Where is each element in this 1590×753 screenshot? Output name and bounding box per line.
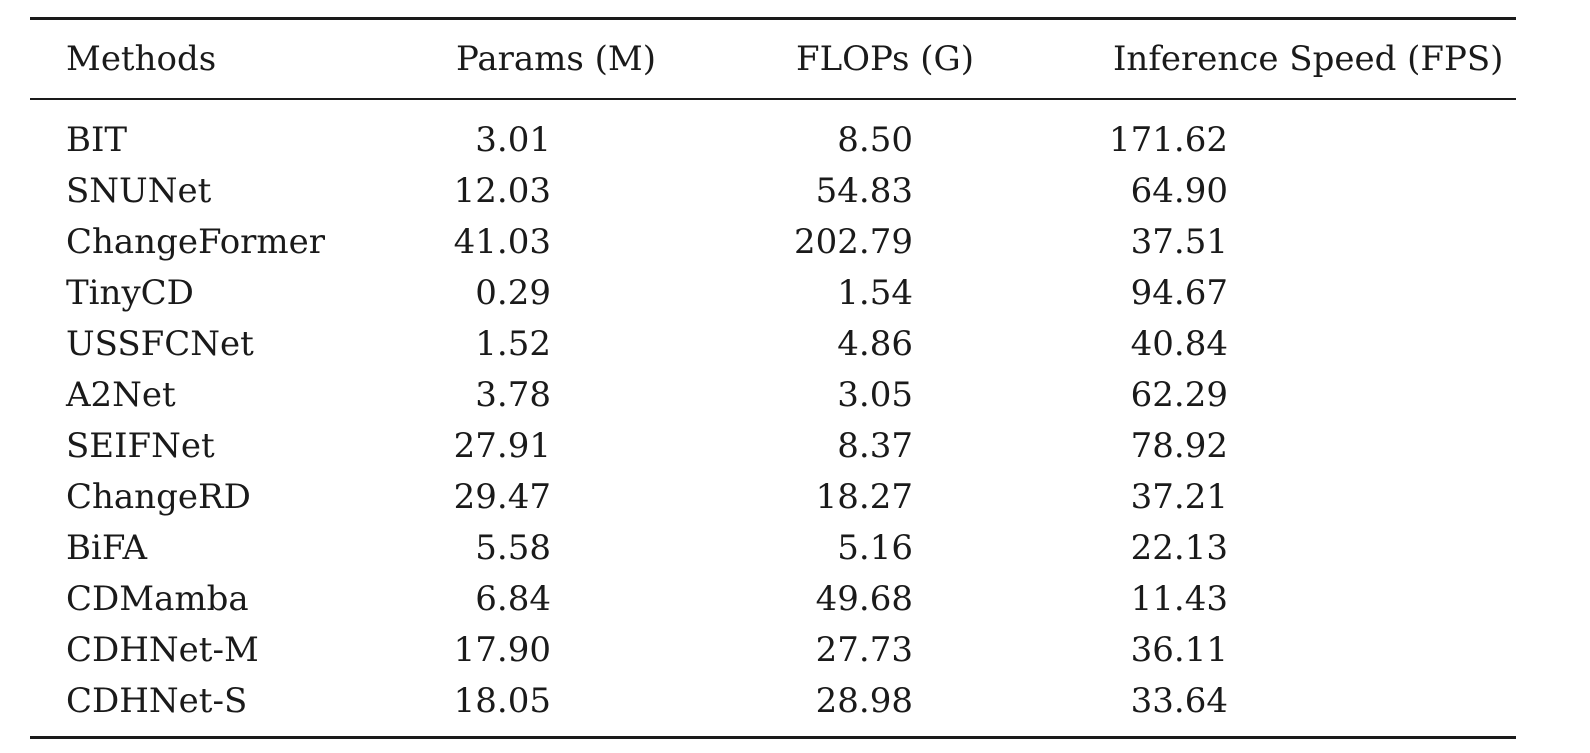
table-row: TinyCD 0.29 1.54 94.67 — [30, 267, 1516, 318]
params-cell: 1.52 — [475, 323, 551, 364]
speed-cell: 62.29 — [1130, 374, 1228, 415]
table-row: CDMamba 6.84 49.68 11.43 — [30, 573, 1516, 624]
params-cell: 27.91 — [453, 425, 551, 466]
header-rule — [30, 98, 1516, 100]
params-cell: 6.84 — [475, 578, 551, 619]
table-row: BiFA 5.58 5.16 22.13 — [30, 522, 1516, 573]
table-body: BIT 3.01 8.50 171.62 SNUNet 12.03 54.83 64.90 Ch… — [30, 114, 1516, 726]
flops-cell: 3.05 — [837, 374, 913, 415]
params-cell: 18.05 — [453, 680, 551, 721]
params-cell: 0.29 — [475, 272, 551, 313]
method-cell: ChangeRD — [66, 476, 251, 517]
table-header-row: Methods Params (M) FLOPs (G) Inference S… — [30, 20, 1516, 98]
method-cell: CDHNet-S — [66, 680, 248, 721]
params-cell: 3.01 — [475, 119, 551, 160]
table-row: CDHNet-M 17.90 27.73 36.11 — [30, 624, 1516, 675]
flops-cell: 4.86 — [837, 323, 913, 364]
flops-cell: 54.83 — [815, 170, 913, 211]
flops-cell: 5.16 — [837, 527, 913, 568]
table-row: SNUNet 12.03 54.83 64.90 — [30, 165, 1516, 216]
method-cell: CDMamba — [66, 578, 249, 619]
method-cell: ChangeFormer — [66, 221, 326, 262]
flops-cell: 49.68 — [815, 578, 913, 619]
header-methods: Methods — [66, 39, 217, 79]
table-row: SEIFNet 27.91 8.37 78.92 — [30, 420, 1516, 471]
table-row: A2Net 3.78 3.05 62.29 — [30, 369, 1516, 420]
method-cell: BiFA — [66, 527, 148, 568]
speed-cell: 78.92 — [1130, 425, 1228, 466]
method-cell: BIT — [66, 119, 128, 160]
speed-cell: 40.84 — [1130, 323, 1228, 364]
method-cell: A2Net — [66, 374, 176, 415]
method-cell: TinyCD — [66, 272, 194, 313]
table-row: ChangeFormer 41.03 202.79 37.51 — [30, 216, 1516, 267]
params-cell: 3.78 — [475, 374, 551, 415]
params-cell: 5.58 — [475, 527, 551, 568]
flops-cell: 202.79 — [794, 221, 913, 262]
params-cell: 29.47 — [453, 476, 551, 517]
speed-cell: 33.64 — [1130, 680, 1228, 721]
speed-cell: 37.51 — [1130, 221, 1228, 262]
table-row: CDHNet-S 18.05 28.98 33.64 — [30, 675, 1516, 726]
flops-cell: 18.27 — [815, 476, 913, 517]
flops-cell: 28.98 — [815, 680, 913, 721]
speed-cell: 171.62 — [1109, 119, 1228, 160]
params-cell: 41.03 — [453, 221, 551, 262]
method-cell: SNUNet — [66, 170, 212, 211]
table-row: ChangeRD 29.47 18.27 37.21 — [30, 471, 1516, 522]
header-inference-speed: Inference Speed (FPS) — [1113, 39, 1504, 79]
table-row: BIT 3.01 8.50 171.62 — [30, 114, 1516, 165]
comparison-table: Methods Params (M) FLOPs (G) Inference S… — [30, 17, 1516, 739]
flops-cell: 27.73 — [815, 629, 913, 670]
speed-cell: 94.67 — [1130, 272, 1228, 313]
speed-cell: 11.43 — [1130, 578, 1228, 619]
flops-cell: 1.54 — [837, 272, 913, 313]
speed-cell: 22.13 — [1130, 527, 1228, 568]
flops-cell: 8.50 — [837, 119, 913, 160]
method-cell: CDHNet-M — [66, 629, 259, 670]
bottom-rule — [30, 736, 1516, 739]
params-cell: 12.03 — [453, 170, 551, 211]
header-params: Params (M) — [456, 39, 656, 79]
top-rule — [30, 17, 1516, 20]
speed-cell: 37.21 — [1130, 476, 1228, 517]
speed-cell: 64.90 — [1130, 170, 1228, 211]
method-cell: SEIFNet — [66, 425, 215, 466]
params-cell: 17.90 — [453, 629, 551, 670]
method-cell: USSFCNet — [66, 323, 254, 364]
header-flops: FLOPs (G) — [796, 39, 974, 79]
table-row: USSFCNet 1.52 4.86 40.84 — [30, 318, 1516, 369]
speed-cell: 36.11 — [1130, 629, 1228, 670]
flops-cell: 8.37 — [837, 425, 913, 466]
